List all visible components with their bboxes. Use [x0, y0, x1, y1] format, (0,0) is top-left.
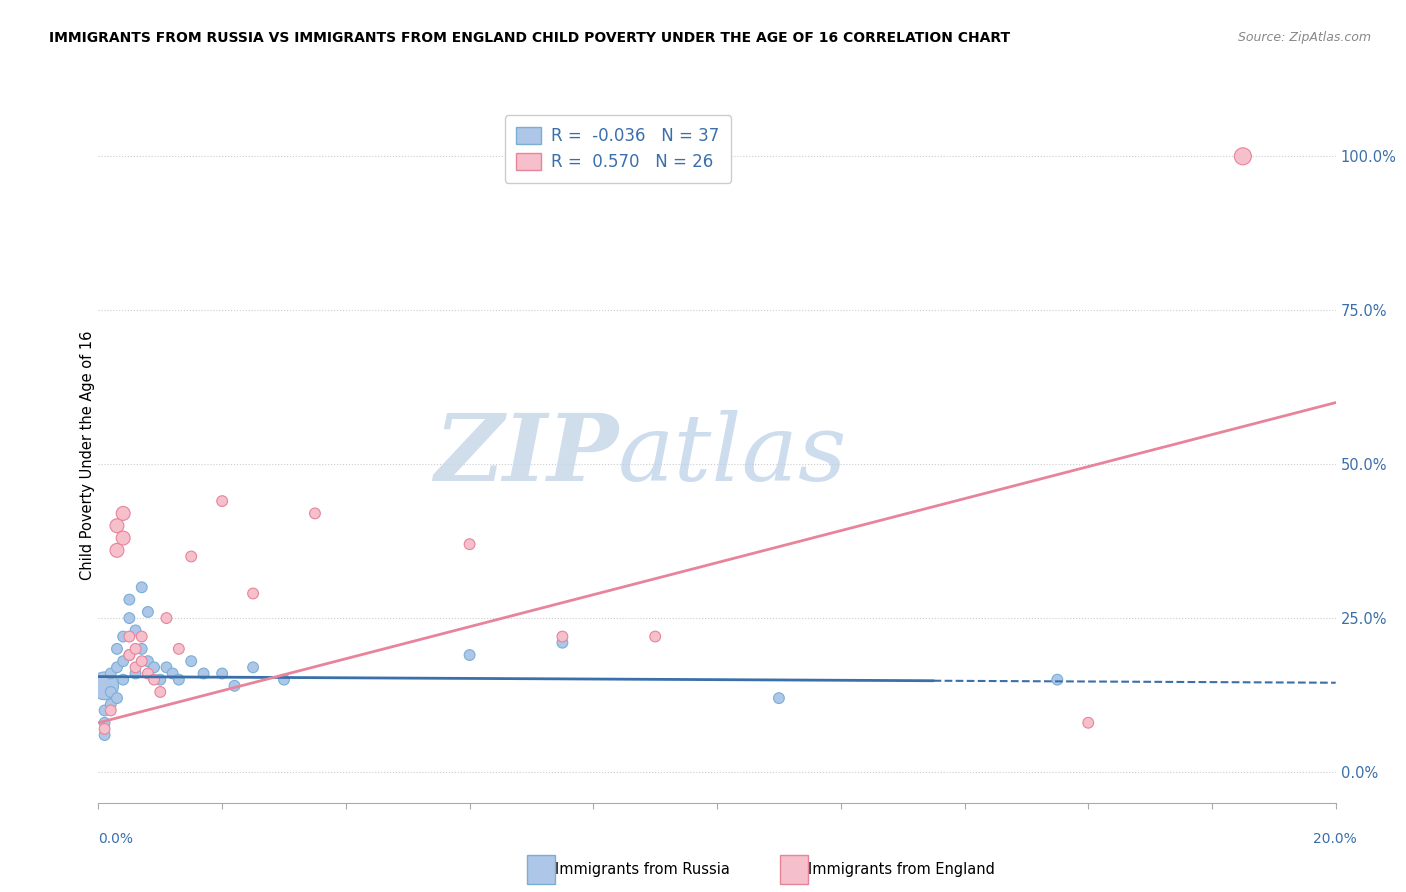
- Point: [93, 679, 115, 693]
- Point: [167, 641, 190, 656]
- Point: [124, 666, 146, 681]
- Point: [112, 630, 135, 644]
- Point: [155, 660, 177, 674]
- Point: [105, 660, 128, 674]
- Point: [93, 715, 115, 730]
- Text: atlas: atlas: [619, 410, 848, 500]
- Point: [105, 641, 128, 656]
- Y-axis label: Child Poverty Under the Age of 16: Child Poverty Under the Age of 16: [80, 330, 94, 580]
- Point: [304, 507, 326, 521]
- Point: [1046, 673, 1069, 687]
- Point: [93, 722, 115, 736]
- Point: [162, 666, 184, 681]
- Point: [193, 666, 215, 681]
- Text: Source: ZipAtlas.com: Source: ZipAtlas.com: [1237, 31, 1371, 45]
- Point: [93, 728, 115, 742]
- Point: [105, 691, 128, 706]
- Point: [124, 660, 146, 674]
- Point: [1077, 715, 1099, 730]
- Point: [458, 648, 481, 662]
- Point: [149, 673, 172, 687]
- Point: [180, 549, 202, 564]
- Point: [155, 611, 177, 625]
- Point: [124, 641, 146, 656]
- Point: [124, 624, 146, 638]
- Point: [112, 507, 135, 521]
- Point: [551, 630, 574, 644]
- Point: [131, 654, 153, 668]
- Point: [105, 543, 128, 558]
- Point: [273, 673, 295, 687]
- Point: [100, 703, 122, 717]
- Point: [136, 666, 159, 681]
- Text: ZIP: ZIP: [434, 410, 619, 500]
- Text: Immigrants from Russia: Immigrants from Russia: [555, 863, 730, 877]
- Point: [100, 698, 122, 712]
- Text: 20.0%: 20.0%: [1313, 832, 1357, 846]
- Text: Immigrants from England: Immigrants from England: [808, 863, 995, 877]
- Point: [136, 654, 159, 668]
- Point: [131, 580, 153, 594]
- Point: [211, 666, 233, 681]
- Point: [1232, 149, 1254, 163]
- Text: 0.0%: 0.0%: [98, 832, 134, 846]
- Point: [100, 666, 122, 681]
- Point: [118, 592, 141, 607]
- Point: [242, 660, 264, 674]
- Point: [118, 630, 141, 644]
- Legend: R =  -0.036   N = 37, R =  0.570   N = 26: R = -0.036 N = 37, R = 0.570 N = 26: [505, 115, 731, 183]
- Point: [118, 648, 141, 662]
- Point: [143, 673, 166, 687]
- Point: [551, 636, 574, 650]
- Point: [224, 679, 246, 693]
- Point: [644, 630, 666, 644]
- Point: [768, 691, 790, 706]
- Point: [180, 654, 202, 668]
- Point: [458, 537, 481, 551]
- Point: [93, 703, 115, 717]
- Point: [112, 531, 135, 545]
- Point: [100, 685, 122, 699]
- Text: IMMIGRANTS FROM RUSSIA VS IMMIGRANTS FROM ENGLAND CHILD POVERTY UNDER THE AGE OF: IMMIGRANTS FROM RUSSIA VS IMMIGRANTS FRO…: [49, 31, 1011, 45]
- Point: [112, 654, 135, 668]
- Point: [149, 685, 172, 699]
- Point: [118, 648, 141, 662]
- Point: [167, 673, 190, 687]
- Point: [242, 586, 264, 600]
- Point: [131, 641, 153, 656]
- Point: [143, 660, 166, 674]
- Point: [136, 605, 159, 619]
- Point: [131, 630, 153, 644]
- Point: [112, 673, 135, 687]
- Point: [105, 518, 128, 533]
- Point: [211, 494, 233, 508]
- Point: [118, 611, 141, 625]
